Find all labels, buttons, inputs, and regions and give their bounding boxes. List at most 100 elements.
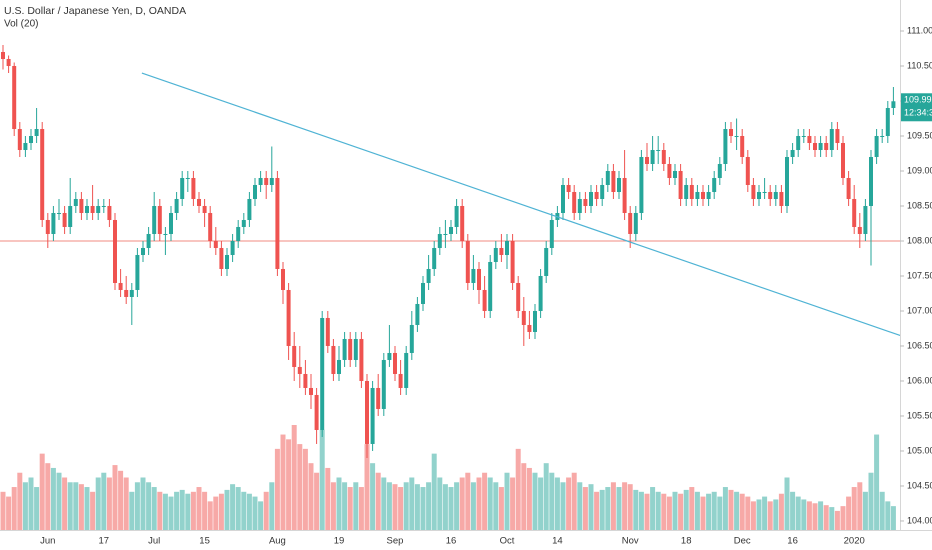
candle-body: [342, 338, 347, 360]
candle-body: [51, 212, 56, 234]
volume-bar: [347, 487, 353, 530]
candle-body: [656, 149, 661, 151]
volume-bar: [459, 477, 465, 530]
candle-body: [202, 205, 207, 213]
candle-body: [460, 205, 465, 241]
volume-bar: [510, 477, 516, 530]
y-tick-label: 106.500: [907, 340, 932, 350]
candle-body: [516, 282, 521, 311]
candle-body: [157, 205, 162, 234]
volume-bar: [790, 491, 796, 530]
volume-bar: [834, 510, 840, 530]
candle-body: [617, 177, 621, 192]
candle-body: [689, 184, 694, 199]
volume-bar: [17, 472, 23, 530]
candle-body: [449, 226, 453, 234]
volume-bar: [543, 463, 549, 530]
candle-body: [275, 177, 280, 269]
volume-bar: [269, 482, 275, 530]
candle-body: [17, 129, 22, 150]
candle-body: [493, 247, 498, 262]
candle-body: [745, 156, 750, 185]
volume-bar: [504, 472, 510, 530]
volume-bar: [302, 448, 308, 530]
candle-body: [174, 198, 179, 213]
candle-body: [281, 268, 285, 290]
candle-body: [34, 129, 39, 136]
volume-bar: [521, 463, 527, 530]
volume-bar: [650, 487, 656, 530]
candle-body: [835, 129, 840, 143]
candle-body: [757, 191, 761, 199]
volume-bar: [470, 482, 476, 530]
volume-bar: [118, 470, 124, 530]
volume-bar: [795, 496, 801, 530]
volume-bar: [644, 493, 650, 530]
volume-bar: [549, 472, 555, 530]
candle-body: [628, 212, 633, 234]
candle-body: [387, 352, 392, 360]
candle-body: [818, 142, 823, 150]
volume-bar: [101, 472, 107, 530]
candle-body: [801, 135, 806, 137]
volume-bar: [336, 477, 342, 530]
candle-body: [269, 177, 274, 185]
volume-bar: [482, 472, 488, 530]
volume-bar: [342, 482, 348, 530]
volume-bar: [678, 493, 684, 530]
volume-bar: [812, 503, 818, 530]
candle-body: [684, 184, 689, 199]
volume-bar: [655, 491, 661, 530]
volume-bar: [862, 491, 868, 530]
volume-bar: [773, 499, 779, 530]
candle-body: [286, 289, 291, 346]
x-tick-label: Jun: [40, 536, 55, 547]
volume-bar: [734, 491, 740, 530]
candle-body: [712, 177, 717, 192]
volume-bar: [84, 487, 90, 530]
candle-body: [673, 170, 677, 178]
candle-body: [678, 170, 683, 199]
volume-bar: [202, 491, 208, 530]
candle-body: [253, 184, 257, 199]
candle-body: [45, 219, 50, 234]
volume-bar: [448, 487, 454, 530]
candle-body: [561, 184, 565, 213]
volume-bar: [56, 472, 62, 530]
volume-bar: [874, 434, 880, 530]
candle-body: [40, 129, 45, 220]
candle-body: [365, 380, 369, 444]
candle-body: [230, 240, 235, 255]
volume-bar: [291, 425, 297, 530]
candle-body: [701, 191, 705, 199]
candle-body: [857, 226, 862, 234]
volume-bar: [594, 491, 600, 530]
candle-body: [824, 142, 829, 150]
y-tick-label: 105.000: [907, 445, 932, 455]
candle-body: [146, 233, 151, 248]
volume-bar: [129, 491, 135, 530]
candle-body: [751, 184, 756, 199]
y-tick-label: 109.500: [907, 130, 932, 140]
candle-body: [152, 205, 157, 234]
volume-bar: [230, 484, 236, 530]
y-tick-label: 110.500: [907, 60, 932, 70]
candle-body: [706, 191, 711, 199]
candle-body: [600, 184, 605, 199]
candle-body: [773, 191, 778, 199]
x-tick-label: Oct: [500, 536, 515, 547]
candle-body: [583, 198, 588, 206]
volume-bar: [297, 444, 303, 530]
volume-bar: [437, 477, 443, 530]
candle-body: [768, 191, 773, 199]
volume-bar: [890, 506, 896, 530]
countdown-label: 12:34:32: [904, 108, 932, 118]
volume-bar: [213, 496, 219, 530]
volume-bar: [857, 482, 863, 530]
y-tick-label: 111.000: [907, 25, 932, 35]
volume-bar: [728, 489, 734, 530]
candle-body: [852, 198, 857, 227]
candle-body: [454, 205, 459, 227]
y-tick-label: 109.000: [907, 165, 932, 175]
volume-bar: [818, 501, 824, 530]
